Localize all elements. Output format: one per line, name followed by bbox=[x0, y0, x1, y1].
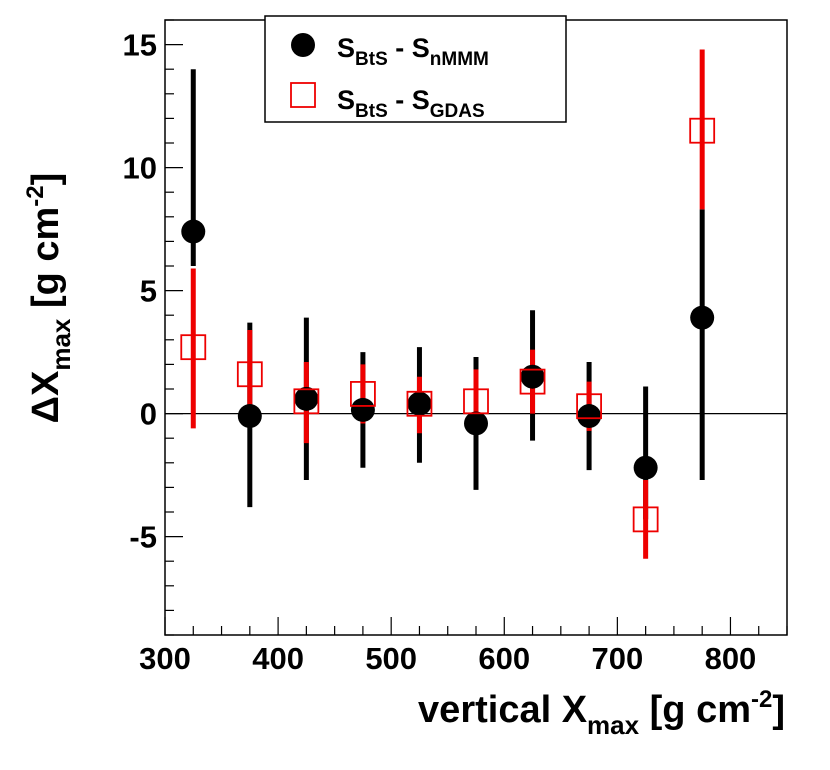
y-axis-title: ΔXmax [g cm-2] bbox=[22, 173, 76, 424]
legend: SBtS - SnMMM SBtS - SGDAS bbox=[264, 15, 567, 123]
data-point-nmmm bbox=[407, 391, 432, 416]
legend-marker-gdas bbox=[290, 82, 316, 108]
data-point-nmmm bbox=[520, 364, 545, 389]
y-tick-label: 10 bbox=[123, 151, 157, 186]
marker-layer bbox=[180, 117, 716, 533]
data-point-nmmm bbox=[464, 411, 488, 436]
y-tick-label: 0 bbox=[140, 397, 157, 432]
x-axis-title: vertical Xmax [g cm-2] bbox=[418, 686, 785, 740]
y-tick-label: 5 bbox=[140, 274, 157, 309]
data-point-gdas bbox=[689, 117, 716, 144]
data-point-nmmm bbox=[237, 404, 262, 429]
data-point-gdas bbox=[576, 393, 602, 420]
x-tick-label: 300 bbox=[139, 641, 191, 676]
data-point-gdas bbox=[632, 506, 659, 533]
legend-marker-nmmm bbox=[291, 33, 315, 57]
data-point-nmmm bbox=[350, 397, 375, 422]
data-point-nmmm bbox=[294, 386, 319, 411]
y-tick-label: -5 bbox=[129, 520, 157, 555]
x-tick-label: 700 bbox=[591, 641, 643, 676]
legend-label-gdas: SBtS - SGDAS bbox=[337, 85, 485, 122]
legend-label-nmmm: SBtS - SnMMM bbox=[337, 33, 489, 70]
data-point-gdas bbox=[236, 361, 263, 388]
data-point-nmmm bbox=[181, 219, 206, 244]
data-point-nmmm bbox=[633, 455, 658, 480]
errorbar-layer bbox=[190, 49, 705, 559]
data-point-gdas bbox=[463, 388, 489, 415]
ticks-layer: 300 400 500 600 700 800 -5 0 5 10 15 bbox=[123, 19, 788, 676]
x-tick-label: 800 bbox=[705, 641, 757, 676]
y-tick-label: 15 bbox=[123, 28, 157, 63]
data-point-gdas bbox=[293, 388, 320, 415]
data-point-gdas bbox=[350, 381, 376, 407]
data-point-nmmm bbox=[577, 404, 602, 429]
data-point-gdas bbox=[519, 368, 546, 395]
data-point-gdas bbox=[180, 334, 207, 361]
x-tick-label: 500 bbox=[365, 641, 417, 676]
data-point-gdas bbox=[406, 390, 433, 417]
x-tick-label: 400 bbox=[252, 641, 304, 676]
data-point-nmmm bbox=[690, 305, 715, 330]
x-tick-label: 600 bbox=[478, 641, 530, 676]
